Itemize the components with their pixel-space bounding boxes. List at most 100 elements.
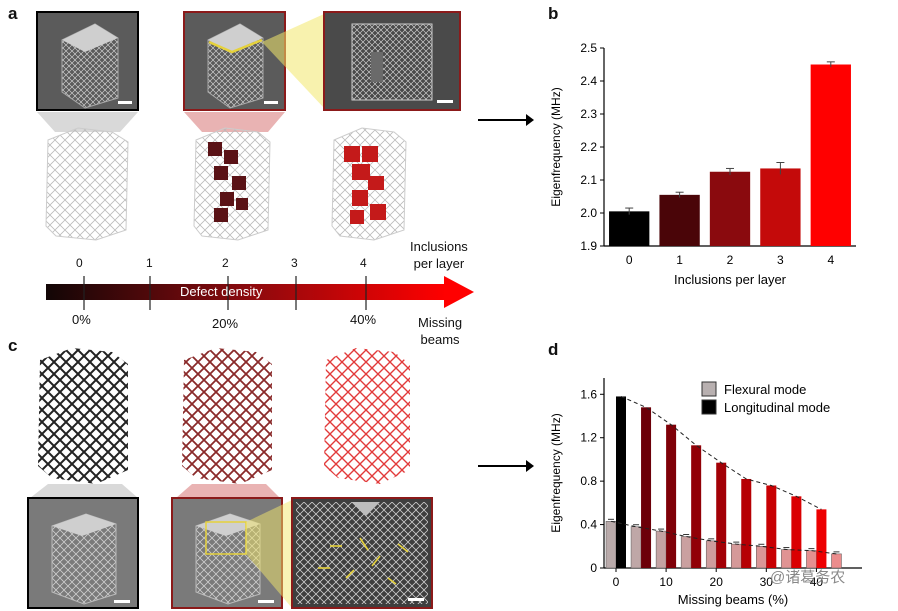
panel-label-c: c — [8, 336, 18, 355]
bar-longitudinal — [791, 496, 802, 568]
missing-beams-title: Missing beams — [418, 315, 463, 347]
sem-image-defective — [183, 11, 286, 111]
bar-flexural — [806, 550, 817, 569]
scale-bar — [437, 100, 453, 103]
y-tick-label: 0 — [590, 561, 597, 575]
legend-swatch-flexural — [701, 381, 717, 397]
inclusions-per-layer-title: Inclusions per layer — [410, 239, 468, 271]
bar — [709, 171, 751, 246]
chart-d: 0 0.4 0.8 1.2 1.6 0 10 20 30 40 Flexural mode Longi… — [549, 378, 862, 607]
y-tick-label: 2.2 — [580, 140, 597, 154]
y-tick-label: 2.4 — [580, 74, 597, 88]
missing-beams-tick-20: 20% — [212, 316, 239, 331]
bar — [609, 211, 650, 246]
y-tick-label: 2.5 — [580, 41, 597, 55]
x-tick-label: 0 — [613, 575, 620, 589]
panel-label-a: a — [8, 4, 18, 23]
bar-longitudinal — [691, 445, 702, 568]
bar-longitudinal — [816, 509, 827, 568]
legend-label-flexural: Flexural mode — [724, 382, 806, 397]
arrow-to-d — [478, 460, 534, 472]
bar-flexural — [756, 546, 767, 569]
inclusion-tick-1: 1 — [146, 256, 153, 270]
zoom-projection — [262, 14, 324, 108]
projection-grey-c — [30, 484, 138, 498]
scale-bar — [114, 600, 130, 603]
bar-longitudinal — [716, 462, 727, 568]
inclusion-tick-3: 3 — [291, 256, 298, 270]
lattice-render-40 — [324, 348, 410, 484]
y-tick-label: 2.0 — [580, 206, 597, 220]
trend-flexural — [610, 520, 837, 555]
lattice-render-pristine — [38, 348, 128, 484]
defect-density-label: Defect density — [180, 284, 263, 299]
y-axis-label: Eigenfrequency (MHz) — [549, 87, 563, 206]
sem-image-zoom-c — [291, 497, 433, 609]
x-tick-label: 20 — [710, 575, 724, 589]
x-tick-label: 30 — [760, 575, 774, 589]
bar-longitudinal — [616, 396, 626, 568]
x-tick-label: 40 — [810, 575, 824, 589]
scale-bar — [408, 598, 424, 601]
trend-longitudinal — [620, 395, 822, 510]
x-tick-label: 2 — [727, 253, 734, 267]
x-tick-label: 3 — [777, 253, 784, 267]
legend-swatch-longitudinal — [701, 399, 717, 415]
missing-beams-tick-40: 40% — [350, 312, 377, 327]
scale-bar — [118, 101, 132, 104]
sem-image-pristine — [36, 11, 139, 111]
panel-label-d: d — [548, 340, 559, 359]
scale-bar — [264, 101, 278, 104]
lattice-render-0 — [45, 127, 129, 241]
bar-flexural — [831, 553, 842, 569]
inclusions-4 — [344, 146, 386, 224]
y-tick-label: 2.1 — [580, 173, 597, 187]
x-axis-label: Missing beams (%) — [678, 592, 789, 607]
bar-longitudinal — [666, 424, 677, 568]
inclusions-2 — [208, 142, 248, 222]
sem-image-zoom-layer — [323, 11, 461, 111]
projection-red-c — [176, 484, 280, 498]
bar-longitudinal — [641, 407, 652, 568]
arrow-to-b — [478, 114, 534, 126]
zoom-projection-c — [246, 500, 292, 608]
bar-flexural — [655, 530, 667, 569]
x-axis-label: Inclusions per layer — [674, 272, 787, 287]
y-tick-label: 0.8 — [580, 474, 597, 488]
legend-label-longitudinal: Longitudinal mode — [724, 400, 830, 415]
inclusion-tick-0: 0 — [76, 256, 83, 270]
chart-b: 1.9 2.0 2.1 2.2 2.3 2.4 2.5 0 1 2 3 4 Inclusions per… — [549, 41, 856, 287]
y-axis-label: Eigenfrequency (MHz) — [549, 413, 563, 532]
inclusion-tick-4: 4 — [360, 256, 367, 270]
x-tick-label: 0 — [626, 253, 633, 267]
bar-flexural — [680, 536, 692, 569]
bar-flexural — [705, 540, 717, 569]
bar-flexural — [605, 521, 617, 569]
panel-a-figure — [36, 11, 461, 241]
y-tick-label: 0.4 — [580, 518, 597, 532]
bar — [659, 194, 700, 246]
bar-flexural — [731, 543, 742, 569]
projection-grey — [37, 112, 138, 132]
panel-c-figure — [27, 348, 433, 609]
x-tick-label: 4 — [827, 253, 834, 267]
bar-flexural — [630, 526, 642, 569]
x-tick-label: 1 — [676, 253, 683, 267]
scale-bar — [258, 600, 274, 603]
missing-beams-tick-0: 0% — [72, 312, 91, 327]
lattice-render-20 — [182, 348, 272, 484]
projection-red — [184, 112, 285, 132]
defect-density-bar — [46, 276, 474, 310]
sem-image-pristine-c — [27, 497, 139, 609]
y-tick-label: 1.9 — [580, 239, 597, 253]
x-tick-label: 10 — [659, 575, 673, 589]
watermark: @诸葛务农 — [770, 569, 846, 586]
panel-label-b: b — [548, 4, 559, 23]
bar-longitudinal — [766, 485, 777, 568]
y-tick-label: 2.3 — [580, 107, 597, 121]
bar — [810, 64, 851, 246]
y-tick-label: 1.2 — [580, 431, 597, 445]
y-tick-label: 1.6 — [580, 387, 597, 401]
inclusion-tick-2: 2 — [222, 256, 229, 270]
bar — [760, 168, 801, 246]
